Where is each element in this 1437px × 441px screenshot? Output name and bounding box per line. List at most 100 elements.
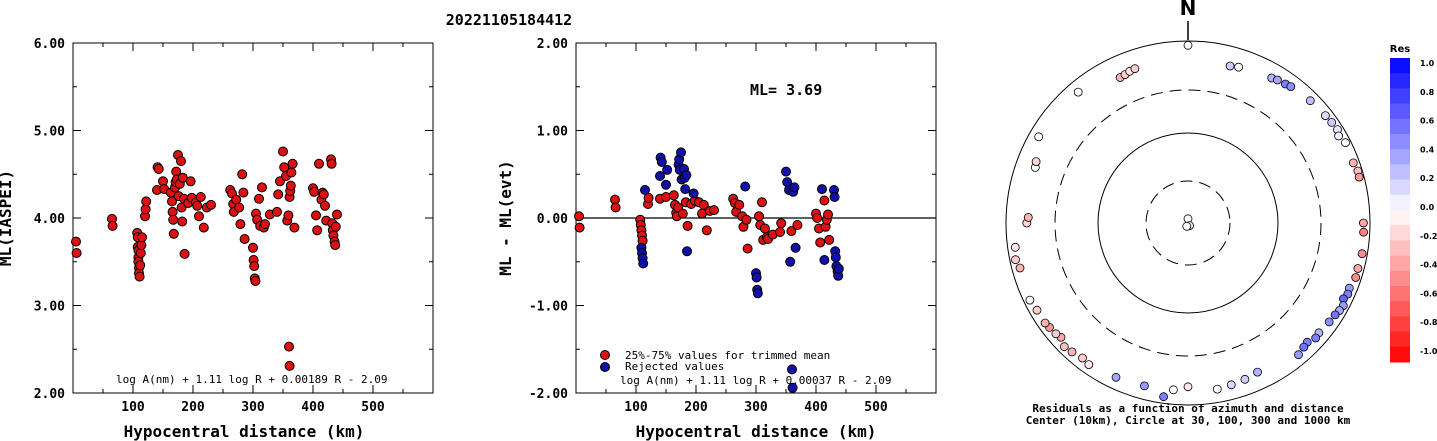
colorbar-tick-label: 0.8: [1420, 88, 1435, 97]
residual-point: [1359, 218, 1368, 228]
residual-point: [1234, 62, 1243, 72]
colorbar-tick-label: -0.6: [1420, 289, 1437, 298]
data-point: [824, 234, 835, 245]
y-axis-label: ML - ML(evt): [496, 160, 515, 276]
x-tick-label: 500: [361, 400, 385, 415]
y-axis-label: ML(IASPEI): [0, 170, 15, 266]
colorbar-tick-label: 1.0: [1420, 59, 1435, 68]
data-point: [785, 256, 796, 267]
residual-point: [1240, 374, 1250, 384]
caption-line2: Center (10km), Circle at 30, 100, 300 an…: [1026, 414, 1351, 427]
data-point: [153, 164, 164, 174]
data-point: [168, 228, 179, 239]
data-point: [260, 219, 270, 230]
caption-line1: Residuals as a function of azimuth and d…: [1032, 402, 1344, 415]
x-tick-label: 300: [241, 400, 265, 415]
north-label: N: [1180, 0, 1197, 20]
x-tick-label: 500: [864, 400, 888, 415]
y-tick-label: 3.00: [34, 300, 65, 315]
residual-point: [1299, 342, 1309, 352]
residual-point: [1353, 264, 1363, 273]
colorbar-labels: 1.0 0.8 0.6 0.4 0.2 0.0 -0.2 -0.4 -0.6 -0.8 -1.0: [1420, 59, 1437, 356]
residual-point: [1010, 242, 1020, 252]
residual-point: [1359, 227, 1368, 237]
colorbar-block: [1390, 346, 1410, 363]
data-point: [234, 202, 245, 213]
colorbar-block: [1390, 134, 1410, 150]
y-tick-label: 2.00: [34, 387, 65, 402]
data-point: [698, 199, 709, 210]
colorbar-block: [1390, 58, 1410, 74]
data-point: [760, 223, 770, 234]
data-point: [668, 190, 679, 201]
residual-point: [1305, 96, 1315, 106]
data-point: [179, 248, 190, 259]
data-point: [285, 180, 296, 191]
data-point: [177, 216, 188, 227]
formula-text: log A(nm) + 1.11 log R + 0.00189 R - 2.0…: [116, 373, 388, 386]
data-point: [829, 192, 840, 202]
data-point: [676, 147, 686, 158]
residual-point: [1183, 40, 1193, 50]
x-tick-label: 200: [181, 400, 205, 415]
data-point: [168, 214, 179, 225]
residual-point: [1327, 118, 1337, 127]
data-point: [656, 157, 667, 167]
residual-point: [1286, 82, 1296, 91]
data-point: [789, 182, 800, 193]
residual-point: [1294, 350, 1303, 360]
colorbar-block: [1390, 270, 1410, 287]
residual-point: [1334, 131, 1343, 141]
colorbar-tick-label: 0.2: [1420, 174, 1434, 183]
y-tick-label: 1.00: [537, 125, 568, 140]
residual-point: [1111, 372, 1121, 382]
data-point: [192, 200, 203, 211]
x-tick-label: 400: [804, 400, 828, 415]
data-point: [254, 193, 264, 204]
data-point: [71, 248, 82, 258]
data-point: [823, 209, 833, 220]
y-tick-label: 0.00: [537, 212, 568, 227]
residual-point: [1348, 158, 1358, 168]
colorbar-block: [1390, 286, 1410, 302]
data-point: [135, 260, 146, 271]
x-tick-label: 100: [121, 400, 145, 415]
residual-point: [1032, 305, 1042, 315]
panel-right-polar: N Residuals as a function of azimuth and…: [1005, 0, 1371, 427]
y-tick-label: -1.00: [529, 300, 568, 315]
data-points: [1010, 40, 1368, 402]
residual-point: [1324, 317, 1334, 327]
data-point: [284, 341, 294, 352]
x-axis-label: Hypocentral distance (km): [636, 422, 877, 441]
residual-point: [1183, 382, 1193, 392]
data-point: [206, 199, 216, 210]
data-point: [141, 196, 152, 207]
residual-point: [1182, 221, 1192, 231]
data-point: [287, 158, 298, 169]
data-point: [286, 167, 297, 178]
data-point: [320, 200, 330, 211]
x-tick-label: 100: [624, 400, 648, 415]
y-tick-label: 2.00: [537, 37, 568, 52]
data-point: [734, 199, 745, 210]
data-point: [278, 146, 288, 157]
residual-point: [1059, 342, 1069, 352]
colorbar-block: [1390, 103, 1410, 120]
data-point: [682, 246, 692, 257]
residual-point: [1311, 333, 1321, 343]
data-point: [167, 196, 177, 207]
legend-label-trimmed: 25%-75% values for trimmed mean: [625, 349, 830, 362]
data-point: [309, 186, 320, 197]
data-point: [740, 181, 751, 192]
residual-point: [1034, 132, 1044, 142]
data-point: [284, 360, 295, 371]
data-point: [819, 255, 830, 265]
data-point: [311, 210, 321, 221]
data-point: [754, 211, 764, 222]
residual-point: [1321, 111, 1330, 120]
residual-point: [1011, 255, 1020, 265]
data-point: [638, 258, 649, 269]
data-point: [680, 184, 691, 195]
x-tick-label: 300: [744, 400, 768, 415]
